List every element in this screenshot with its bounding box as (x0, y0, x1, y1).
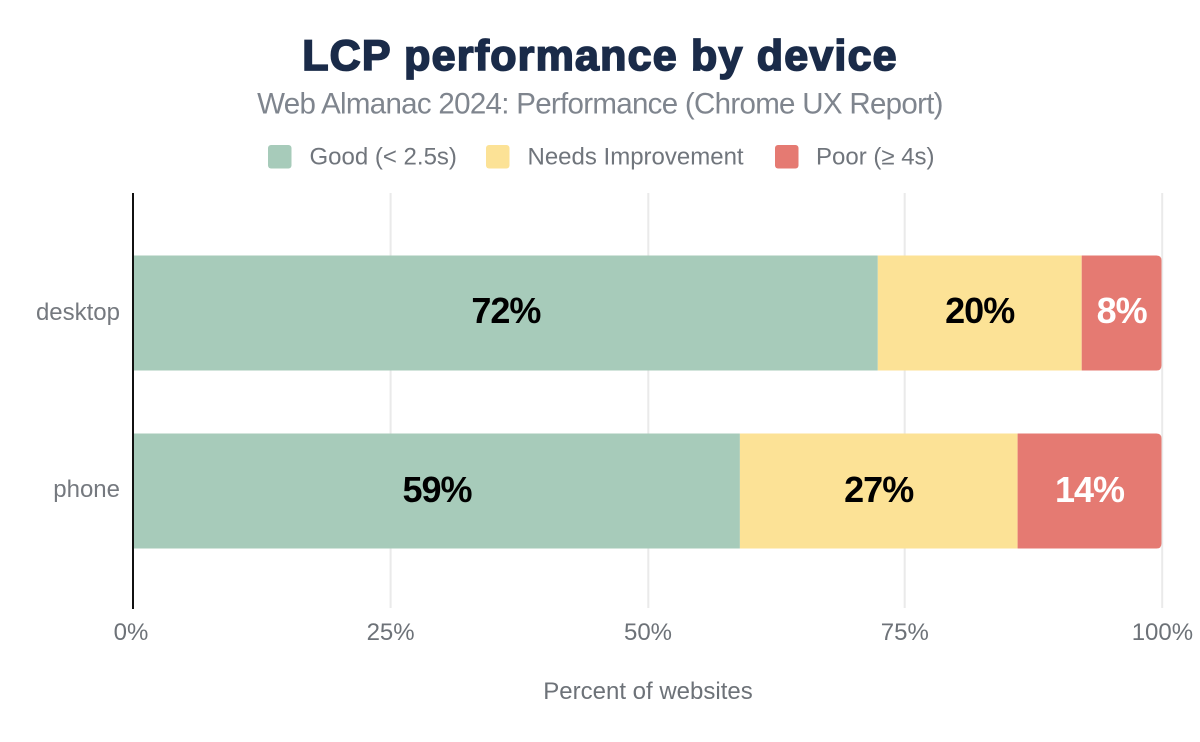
svg-text:75%: 75% (881, 619, 929, 646)
svg-text:LCP performance by device: LCP performance by device (302, 32, 898, 80)
svg-text:8%: 8% (1097, 290, 1148, 331)
svg-text:0%: 0% (114, 619, 149, 646)
svg-text:Poor (≥ 4s): Poor (≥ 4s) (816, 144, 935, 171)
svg-text:Needs Improvement: Needs Improvement (528, 144, 744, 171)
svg-text:59%: 59% (402, 469, 472, 510)
svg-text:14%: 14% (1055, 469, 1125, 510)
svg-text:100%: 100% (1132, 619, 1193, 646)
svg-text:phone: phone (53, 476, 120, 503)
svg-text:72%: 72% (471, 290, 541, 331)
svg-text:25%: 25% (367, 619, 415, 646)
svg-text:27%: 27% (844, 469, 914, 510)
svg-text:Percent of websites: Percent of websites (543, 678, 752, 705)
svg-text:50%: 50% (624, 619, 672, 646)
svg-text:20%: 20% (945, 290, 1015, 331)
svg-text:Good (< 2.5s): Good (< 2.5s) (310, 144, 457, 171)
svg-text:Web Almanac 2024: Performance: Web Almanac 2024: Performance (Chrome UX… (257, 88, 943, 121)
svg-text:desktop: desktop (36, 299, 120, 326)
